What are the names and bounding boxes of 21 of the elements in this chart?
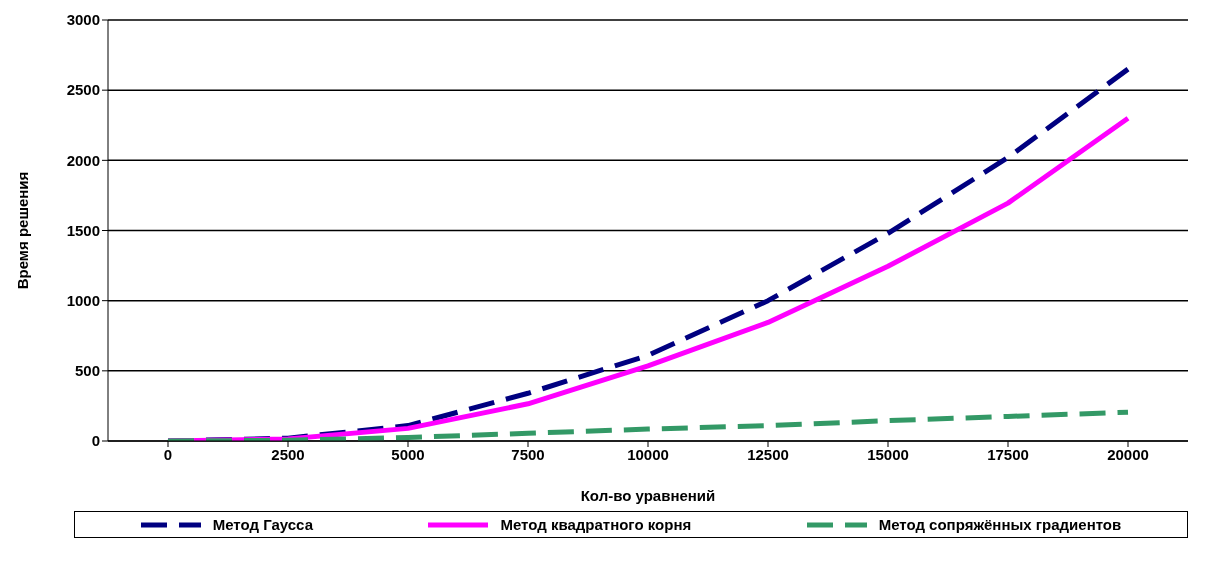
x-tick-label: 7500 [511,445,545,463]
x-tick-label: 0 [163,445,173,463]
y-axis-title: Время решения [14,171,32,290]
y-tick-label: 2500 [66,81,100,99]
y-tick-label: 0 [91,432,100,450]
legend-label: Метод Гаусса [212,516,313,533]
legend-label: Метод сопряжённых градиентов [878,516,1122,533]
x-tick-label: 15000 [867,445,909,463]
y-tick-label: 2000 [66,151,100,169]
y-tick-label: 500 [74,362,100,380]
legend-label: Метод квадратного корня [500,516,692,533]
x-tick-label: 10000 [627,445,669,463]
x-tick-label: 2500 [271,445,305,463]
x-tick-label: 17500 [987,445,1029,463]
x-tick-label: 5000 [391,445,425,463]
x-tick-label: 20000 [1107,445,1149,463]
x-axis-title: Кол-во уравнений [580,487,716,504]
y-tick-label: 3000 [66,11,100,29]
x-tick-label: 12500 [747,445,789,463]
y-tick-label: 1500 [66,221,100,239]
y-tick-label: 1000 [66,291,100,309]
